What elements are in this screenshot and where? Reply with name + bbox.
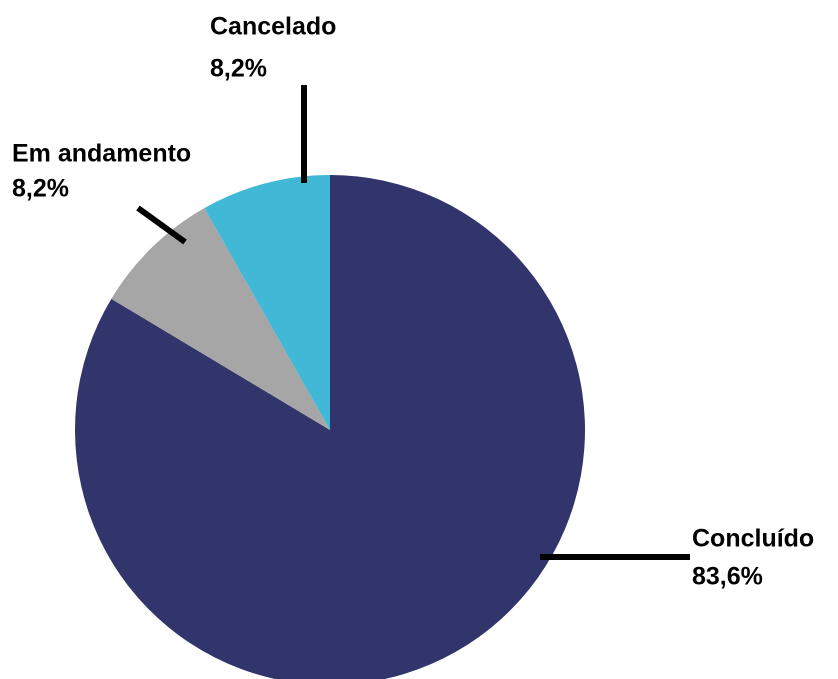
slice-value-label: 83,6% (692, 563, 763, 591)
slice-label: Em andamento (12, 140, 191, 168)
leader-line (136, 205, 187, 245)
slice-value-label: 8,2% (210, 55, 267, 83)
pie-slice (204, 175, 330, 430)
slice-label: Concluído (692, 525, 814, 553)
pie-slice (111, 208, 330, 430)
slice-value-label: 8,2% (12, 175, 69, 203)
pie-slice (75, 175, 585, 679)
slice-label: Cancelado (210, 13, 336, 41)
